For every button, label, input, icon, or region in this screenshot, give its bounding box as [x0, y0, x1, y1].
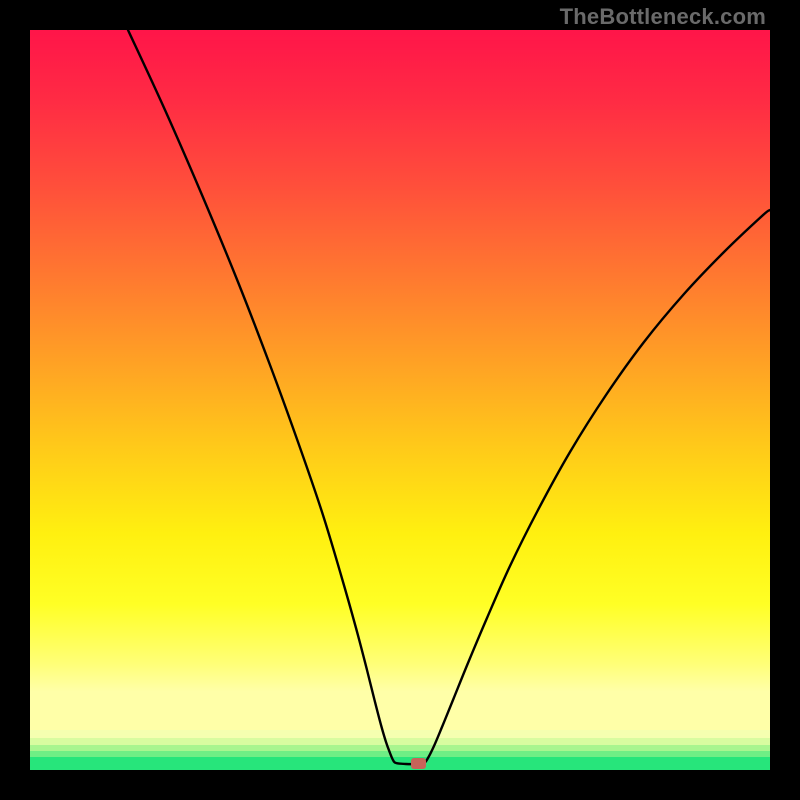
bottleneck-curve — [30, 30, 770, 770]
minimum-marker — [411, 758, 426, 769]
watermark-text: TheBottleneck.com — [560, 4, 766, 30]
plot-area — [30, 30, 770, 770]
curve-path — [128, 30, 770, 764]
